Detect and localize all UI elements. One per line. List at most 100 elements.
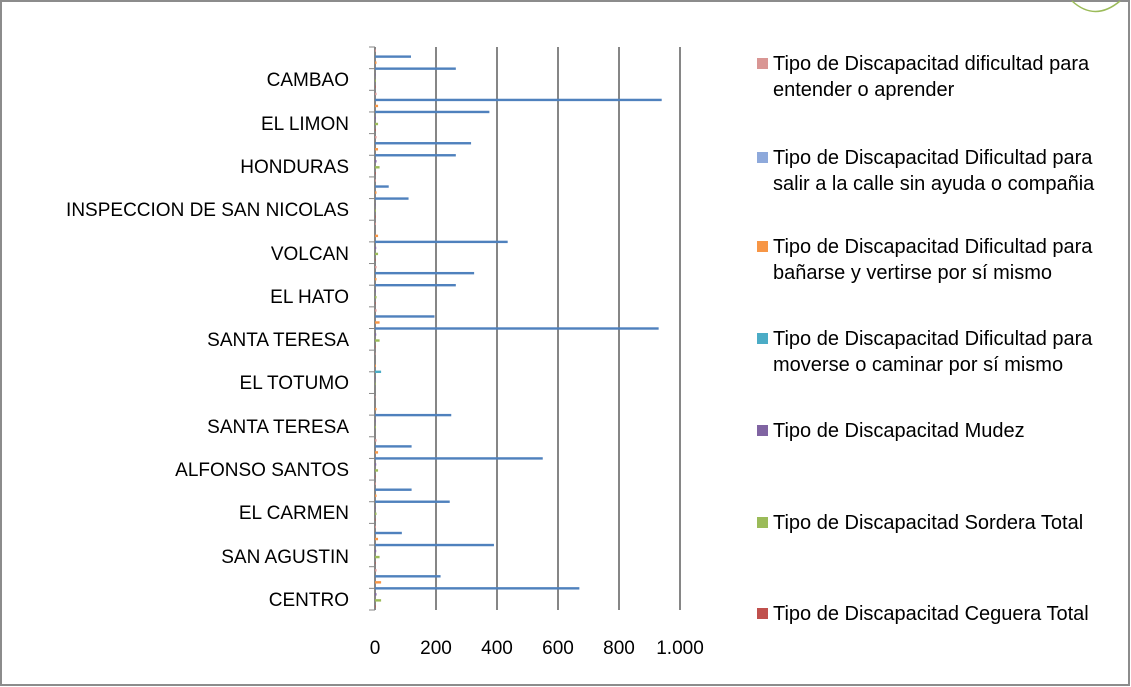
bar xyxy=(375,122,379,126)
bar xyxy=(375,136,377,139)
x-tick-label: 800 xyxy=(603,638,635,659)
bar xyxy=(375,185,389,188)
bar xyxy=(375,191,377,194)
bar xyxy=(375,451,379,454)
bar xyxy=(375,482,376,485)
legend-label: Tipo de Discapacitad Dificultad para bañ… xyxy=(773,236,1093,284)
bar xyxy=(375,240,508,244)
bar-series xyxy=(375,49,662,608)
bar xyxy=(375,142,472,145)
bar xyxy=(375,469,379,472)
category-label: VOLCAN xyxy=(270,243,349,265)
bar xyxy=(375,382,376,386)
bar xyxy=(375,79,376,82)
category-label: SANTA TERESA xyxy=(207,416,349,438)
bar xyxy=(375,302,376,305)
bar xyxy=(375,419,376,423)
bar xyxy=(375,209,376,212)
bar xyxy=(375,203,376,206)
bar xyxy=(375,290,376,293)
bar xyxy=(375,55,411,58)
bar xyxy=(375,258,376,262)
category-label: INSPECCION DE SAN NICOLAS xyxy=(66,200,349,222)
bar xyxy=(375,488,412,491)
bar xyxy=(375,605,376,608)
legend-swatch xyxy=(757,517,768,528)
bar xyxy=(375,543,494,547)
bar xyxy=(375,395,376,399)
bar xyxy=(375,309,377,312)
bar xyxy=(375,98,662,102)
bar xyxy=(375,364,376,367)
bar xyxy=(375,413,452,417)
bar xyxy=(375,166,380,169)
legend-label: Tipo de Discapacitad Ceguera Total xyxy=(773,603,1089,625)
bar xyxy=(375,531,402,535)
bar xyxy=(375,128,376,132)
bar xyxy=(375,265,377,269)
bar xyxy=(375,85,376,88)
category-label: CENTRO xyxy=(268,590,349,611)
category-label: EL CARMEN xyxy=(238,503,349,525)
bar xyxy=(375,73,376,76)
bar xyxy=(375,197,409,200)
category-label: SAN AGUSTIN xyxy=(221,546,349,568)
bar xyxy=(375,61,377,64)
category-label: HONDURAS xyxy=(240,156,349,178)
legend-swatch xyxy=(757,608,768,619)
bar xyxy=(375,333,377,336)
bar xyxy=(375,463,377,466)
bar xyxy=(375,599,382,602)
bar xyxy=(375,407,377,411)
bar xyxy=(375,296,377,299)
axes xyxy=(369,46,376,611)
bar xyxy=(375,425,376,429)
legend-swatch xyxy=(757,58,768,69)
category-label: ALFONSO SANTOS xyxy=(175,460,349,482)
bar xyxy=(375,222,376,226)
bar xyxy=(375,561,376,565)
bar xyxy=(375,283,456,287)
bar xyxy=(375,345,376,348)
bar xyxy=(375,179,376,182)
bar xyxy=(375,445,412,448)
bar xyxy=(375,160,377,163)
bar xyxy=(375,234,379,238)
bar xyxy=(375,215,376,218)
legend-label: Tipo de Discapacitad Dificultad para sal… xyxy=(773,147,1095,195)
bar xyxy=(375,549,377,553)
x-tick-label: 600 xyxy=(542,638,574,659)
bar xyxy=(375,525,376,529)
bar xyxy=(375,67,456,70)
x-tick-label: 200 xyxy=(420,638,452,659)
legend-swatch xyxy=(757,241,768,252)
legend-swatch xyxy=(757,152,768,163)
bar xyxy=(375,252,379,256)
bar xyxy=(375,370,382,374)
legend-swatch xyxy=(757,333,768,344)
bar xyxy=(375,110,490,114)
bar xyxy=(375,339,380,342)
bar xyxy=(375,352,376,355)
bar xyxy=(375,92,377,96)
bar xyxy=(375,172,376,175)
legend-label: Tipo de Discapacitad Mudez xyxy=(773,420,1025,442)
category-label: EL HATO xyxy=(270,286,349,308)
bar xyxy=(375,581,382,584)
bar xyxy=(375,154,456,157)
legend-label: Tipo de Discapacitad dificultad para ent… xyxy=(773,53,1090,101)
x-tick-label: 400 xyxy=(481,638,513,659)
bar xyxy=(375,494,377,497)
bar xyxy=(375,315,435,318)
category-label: EL LIMON xyxy=(261,113,349,135)
category-label: SANTA TERESA xyxy=(207,330,349,352)
bar xyxy=(375,327,659,330)
bar xyxy=(375,569,377,572)
bar xyxy=(375,457,543,460)
bar xyxy=(375,555,380,559)
legend-swatch xyxy=(757,425,768,436)
bar xyxy=(375,587,580,590)
